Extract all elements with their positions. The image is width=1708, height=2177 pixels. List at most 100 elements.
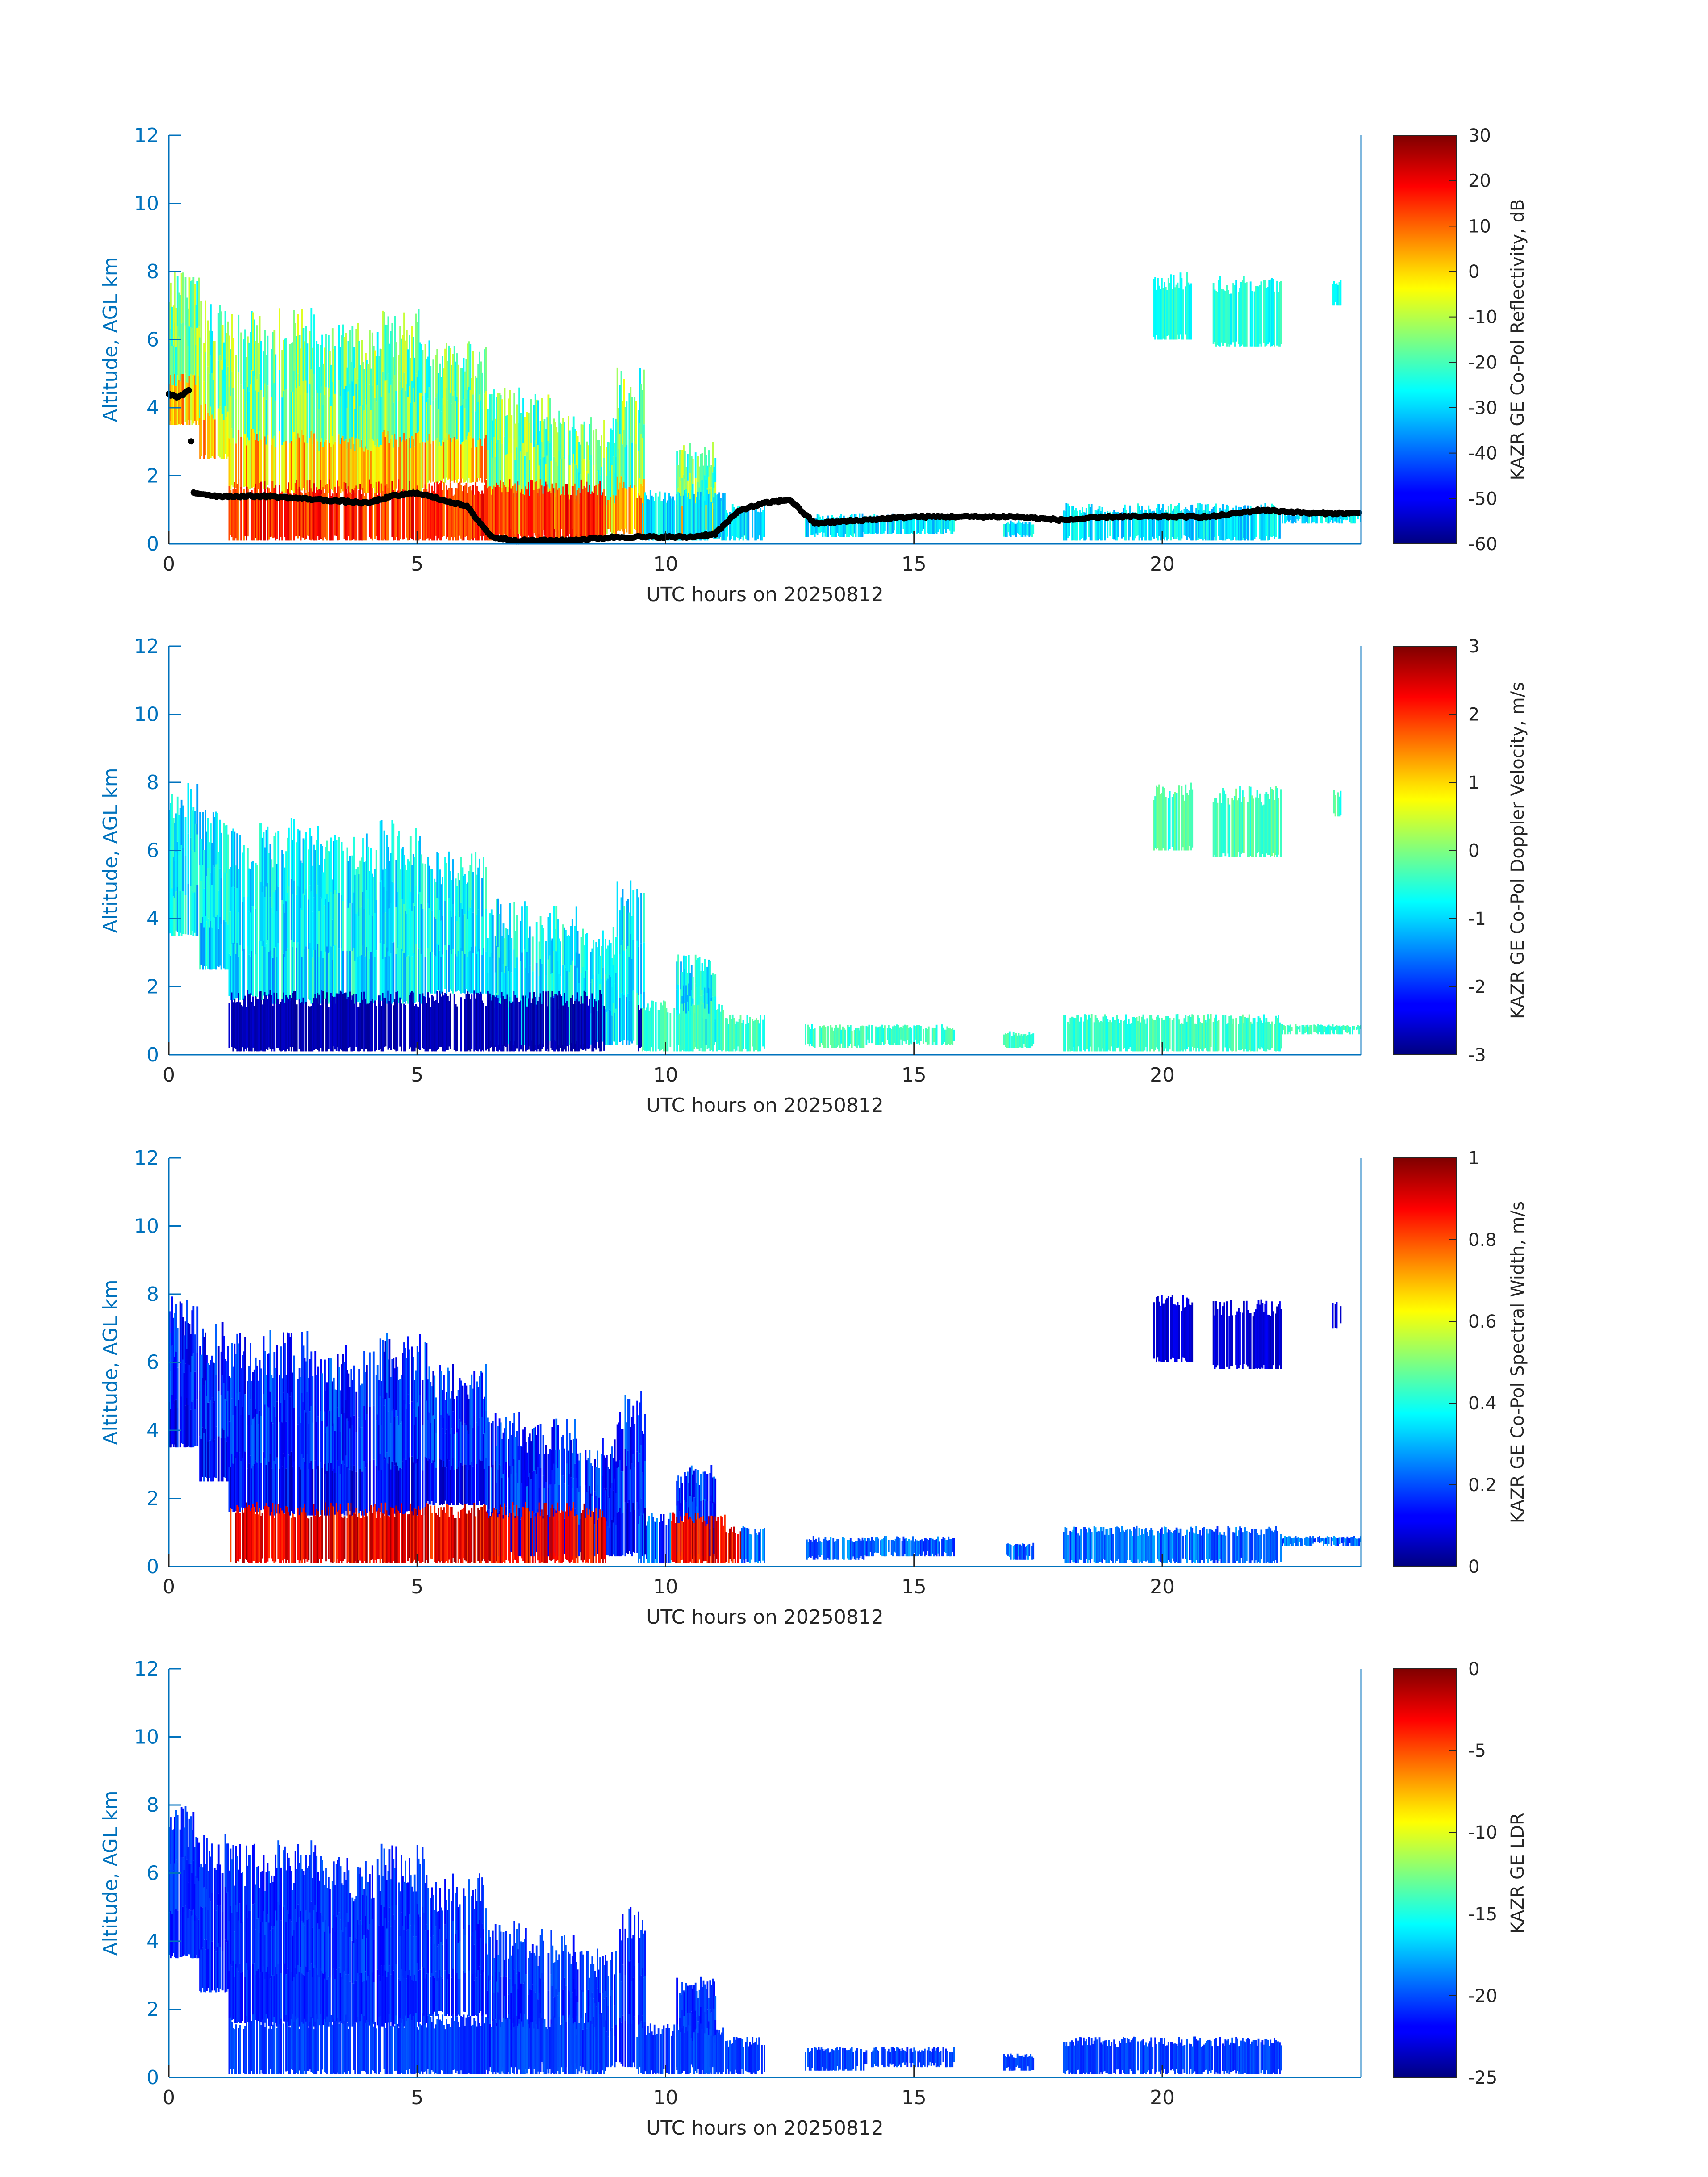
- echo-column: [419, 836, 421, 892]
- echo-column: [568, 972, 571, 1008]
- echo-column: [553, 998, 555, 1052]
- echo-column: [576, 490, 579, 538]
- echo-column: [343, 337, 346, 389]
- echo-column: [1308, 1026, 1310, 1035]
- echo-column: [397, 1466, 399, 1516]
- echo-column: [330, 1411, 332, 1463]
- echo-column: [442, 1510, 443, 1563]
- echo-column: [534, 394, 536, 440]
- y-tick-label: 12: [134, 124, 159, 147]
- echo-column: [582, 928, 584, 967]
- echo-column: [1280, 1024, 1282, 1049]
- echo-column: [526, 452, 528, 492]
- echo-column: [655, 493, 657, 541]
- echo-column: [1249, 506, 1252, 541]
- echo-column: [1332, 1024, 1334, 1034]
- echo-column: [632, 940, 635, 991]
- echo-column: [1286, 1025, 1289, 1035]
- echo-column: [449, 393, 451, 438]
- echo-column: [734, 512, 736, 541]
- echo-column: [461, 1425, 464, 1466]
- echo-column: [333, 894, 335, 946]
- echo-column: [406, 384, 408, 439]
- echo-column: [1150, 511, 1153, 541]
- echo-column: [255, 440, 257, 489]
- echo-column: [267, 1506, 269, 1562]
- echo-column: [369, 1003, 371, 1052]
- echo-column: [638, 897, 639, 947]
- echo-column: [236, 1393, 238, 1452]
- echo-column: [415, 1509, 417, 1563]
- echo-column: [294, 991, 296, 1052]
- echo-column: [420, 442, 422, 491]
- echo-column: [1012, 1032, 1015, 1048]
- echo-column: [1216, 292, 1219, 345]
- echo-column: [593, 1007, 595, 1052]
- echo-column: [1121, 512, 1123, 539]
- echo-column: [422, 442, 424, 488]
- echo-column: [857, 1028, 860, 1046]
- echo-column: [524, 949, 526, 997]
- echo-column: [521, 952, 523, 999]
- echo-column: [353, 396, 355, 444]
- echo-column: [190, 1334, 192, 1372]
- echo-column: [618, 408, 620, 449]
- echo-column: [708, 494, 710, 537]
- y-tick-label: 0: [146, 533, 159, 556]
- echo-column: [257, 1424, 259, 1468]
- echo-column: [382, 1513, 384, 1563]
- echo-column: [459, 1378, 461, 1420]
- echo-column: [321, 1373, 323, 1421]
- echo-column: [326, 946, 328, 999]
- echo-column: [533, 447, 535, 490]
- echo-column: [430, 869, 432, 911]
- echo-column: [256, 953, 258, 997]
- echo-column: [457, 441, 459, 479]
- echo-column: [205, 863, 206, 916]
- echo-column: [846, 518, 848, 537]
- echo-column: [602, 930, 604, 968]
- echo-column: [279, 1469, 280, 1516]
- echo-column: [1260, 504, 1262, 541]
- echo-column: [608, 442, 610, 471]
- echo-column: [342, 1407, 344, 1461]
- echo-column: [260, 390, 262, 440]
- echo-column: [187, 833, 189, 884]
- echo-column: [502, 482, 505, 539]
- echo-column: [231, 992, 233, 1047]
- echo-column: [697, 958, 699, 986]
- echo-column: [663, 499, 665, 537]
- echo-column: [338, 434, 340, 489]
- echo-column: [379, 882, 381, 943]
- echo-column: [240, 487, 242, 541]
- echo-column: [1111, 1022, 1113, 1047]
- echo-column: [298, 1368, 301, 1417]
- echo-column: [192, 850, 195, 893]
- echo-column: [244, 434, 246, 487]
- echo-column: [184, 325, 187, 374]
- echo-column: [362, 838, 364, 892]
- echo-column: [622, 889, 624, 941]
- echo-column: [427, 857, 429, 903]
- echo-column: [463, 1507, 465, 1559]
- echo-column: [399, 495, 401, 539]
- echo-column: [457, 873, 459, 912]
- echo-column: [737, 506, 739, 538]
- echo-column: [708, 450, 710, 477]
- echo-column: [333, 997, 335, 1047]
- echo-column: [171, 1296, 173, 1346]
- echo-column: [1204, 504, 1207, 541]
- echo-column: [1264, 503, 1266, 541]
- echo-column: [308, 1469, 310, 1516]
- echo-column: [314, 850, 317, 900]
- echo-column: [680, 961, 682, 990]
- echo-column: [1240, 802, 1242, 854]
- echo-column: [610, 428, 612, 463]
- echo-column: [472, 872, 474, 913]
- echo-column: [1190, 505, 1192, 541]
- echo-column: [347, 1373, 350, 1421]
- echo-column: [500, 395, 502, 440]
- echo-column: [283, 391, 284, 442]
- echo-column: [1178, 503, 1180, 541]
- echo-column: [406, 495, 408, 538]
